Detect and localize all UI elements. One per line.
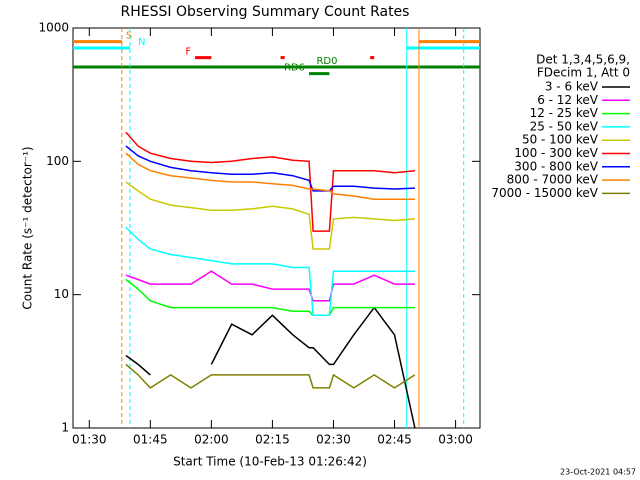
series-line	[125, 363, 416, 389]
y-tick-label: 1000	[38, 21, 69, 35]
series-line	[125, 306, 416, 429]
legend-title: FDecim 1, Att 0	[537, 66, 630, 80]
footer: 23-Oct-2021 04:57	[560, 468, 636, 477]
chart-title: RHESSI Observing Summary Count Rates	[121, 4, 410, 20]
legend-label: 800 - 7000 keV	[507, 173, 599, 187]
x-axis-label: Start Time (10-Feb-13 01:26:42)	[173, 455, 367, 469]
x-tick-label: 02:30	[316, 433, 351, 447]
legend-label: 7000 - 15000 keV	[491, 186, 598, 200]
legend-label: 6 - 12 keV	[537, 93, 599, 107]
legend-label: 3 - 6 keV	[545, 80, 599, 94]
flag-label: F	[185, 47, 191, 58]
legend-label: 100 - 300 keV	[514, 146, 598, 160]
series-line	[125, 145, 415, 192]
legend-label: 300 - 800 keV	[514, 159, 598, 173]
flag-label: RD0	[316, 56, 337, 67]
y-axis-label: Count Rate (s⁻¹ detector⁻¹)	[21, 146, 35, 309]
x-tick-label: 03:00	[438, 433, 473, 447]
legend-title: Det 1,3,4,5,6,9,	[536, 53, 630, 67]
y-tick-label: 100	[46, 154, 69, 168]
x-tick-label: 02:00	[194, 433, 229, 447]
legend-label: 50 - 100 keV	[522, 133, 599, 147]
series-line	[125, 278, 415, 317]
series-line	[125, 181, 415, 250]
x-tick-label: 01:30	[72, 433, 107, 447]
series-line	[125, 226, 415, 317]
series-line	[125, 131, 415, 232]
flag-label: N	[138, 37, 145, 48]
y-tick-label: 1	[61, 421, 69, 435]
legend-label: 12 - 25 keV	[530, 106, 599, 120]
x-tick-label: 02:15	[255, 433, 290, 447]
plot-frame	[72, 27, 481, 429]
x-tick-label: 02:45	[377, 433, 412, 447]
flag-label: RD6	[284, 63, 305, 74]
y-tick-label: 10	[54, 287, 69, 301]
series-line	[125, 152, 415, 200]
legend-label: 25 - 50 keV	[530, 119, 599, 133]
flag-label: S	[126, 31, 132, 42]
series-line	[125, 270, 415, 302]
x-tick-label: 01:45	[133, 433, 168, 447]
